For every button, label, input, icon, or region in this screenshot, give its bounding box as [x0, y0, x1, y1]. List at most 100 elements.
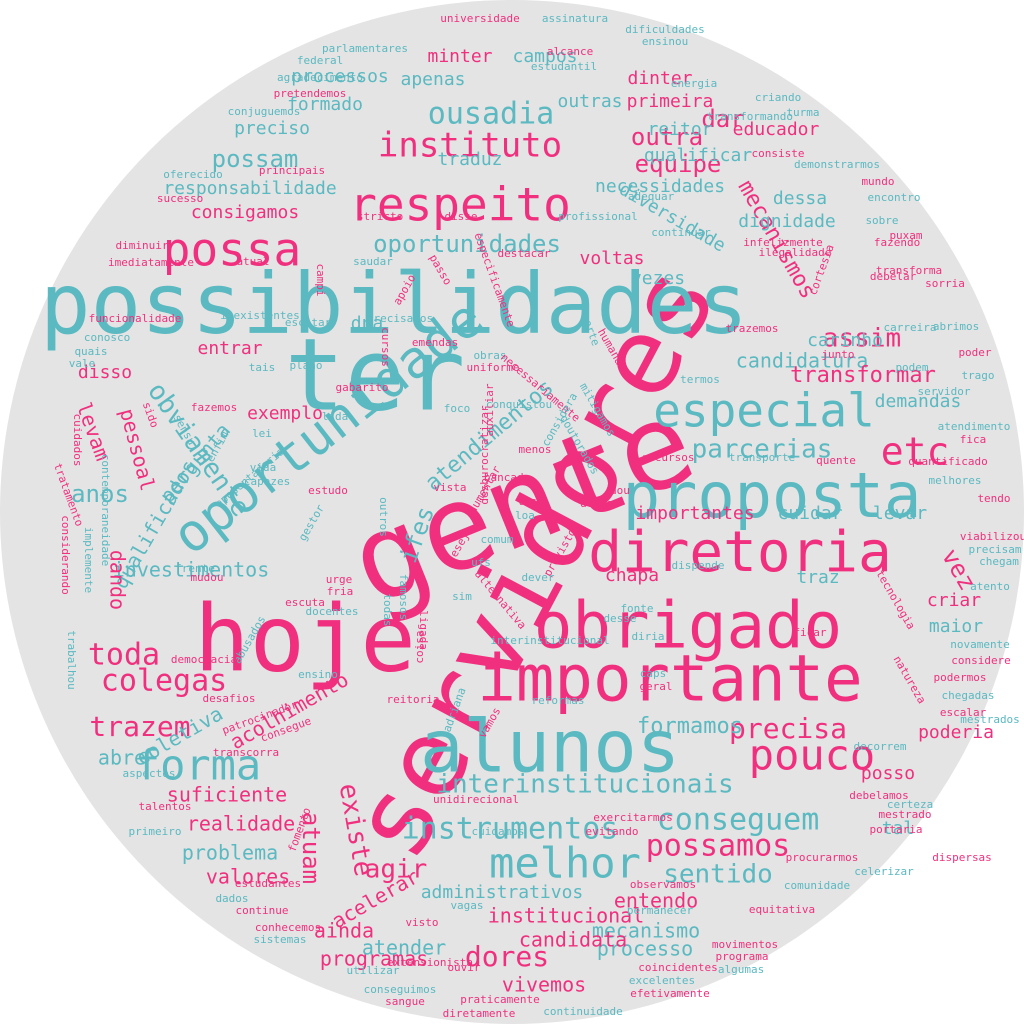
- word-traduz: traduz: [437, 149, 502, 170]
- word-geral: geral: [639, 680, 672, 693]
- word-abre: abre: [98, 746, 146, 770]
- word-campi: campi: [314, 263, 327, 296]
- word-exemplo: exemplo: [247, 403, 323, 424]
- word-formado: formado: [287, 94, 363, 115]
- word-primeira: primeira: [627, 91, 714, 112]
- word-levar: levar: [873, 503, 927, 524]
- word-interinstitucional: interinstitucional: [490, 634, 609, 647]
- word-chapa: chapa: [605, 565, 659, 586]
- word-diria: diria: [631, 630, 664, 643]
- word-chegam: chegam: [979, 555, 1019, 568]
- word-obras: obras: [473, 349, 506, 362]
- word-continue: continue: [236, 904, 289, 917]
- word-ufs: ufs: [471, 556, 491, 569]
- word-ensino: ensino: [298, 668, 338, 681]
- word-fica: fica: [960, 433, 987, 446]
- word-outros: outros: [377, 497, 390, 537]
- word-dispende: dispende: [672, 559, 725, 572]
- word-atuam: atuam: [297, 812, 325, 884]
- word-encontro: encontro: [868, 191, 921, 204]
- word-colegas: colegas: [101, 664, 227, 699]
- word-menos: menos: [518, 443, 551, 456]
- word-dores: dores: [465, 940, 549, 973]
- word-estudo: estudo: [308, 484, 348, 497]
- word-cuidar: cuidar: [777, 503, 842, 524]
- word-sobre: sobre: [865, 214, 898, 227]
- word-possamos: possamos: [646, 829, 791, 864]
- word-universidade: universidade: [440, 12, 519, 25]
- word-valores: valores: [206, 865, 290, 889]
- word-etc: etc: [881, 430, 950, 474]
- word-melhores: melhores: [929, 474, 982, 487]
- word-consiste: consiste: [752, 147, 805, 160]
- word-conosco: conosco: [84, 331, 130, 344]
- word-podermos: podermos: [934, 671, 987, 684]
- word-novamente: novamente: [950, 638, 1010, 651]
- word-suficiente: suficiente: [167, 783, 287, 807]
- word-equipe: equipe: [635, 150, 722, 178]
- word-visto: visto: [405, 916, 438, 929]
- word-possam: possam: [212, 145, 299, 173]
- word-precisam: precisam: [969, 543, 1022, 556]
- word-trazem: trazem: [89, 710, 190, 743]
- word-permanecer: permanecer: [627, 904, 694, 917]
- word-lei: lei: [252, 427, 272, 440]
- word-precisa: precisa: [729, 712, 847, 745]
- word-agradecimento: agradecimento: [277, 71, 363, 84]
- word-imediatamente: imediatamente: [108, 256, 194, 269]
- word-possa: possa: [163, 223, 301, 277]
- word-realidade: realidade: [187, 812, 295, 836]
- word-termos: termos: [680, 373, 720, 386]
- word-melhor: melhor: [489, 839, 641, 888]
- word-dever: dever: [521, 571, 554, 584]
- word-sucesso: sucesso: [157, 192, 203, 205]
- word-posso: posso: [861, 763, 915, 784]
- word-assim: assim: [823, 324, 901, 354]
- word-foco: foco: [444, 402, 471, 415]
- word-dna: dna: [351, 313, 384, 334]
- word-educador: educador: [733, 119, 820, 140]
- word-profissional: profissional: [558, 210, 637, 223]
- word-portaria: portaria: [870, 823, 923, 836]
- word-pouco: pouco: [749, 731, 875, 780]
- word-emendas: emendas: [412, 336, 458, 349]
- word-fria: fria: [327, 585, 354, 598]
- word-transforma: transforma: [876, 264, 942, 277]
- word-quente: quente: [816, 454, 856, 467]
- word-poder: poder: [958, 346, 991, 359]
- word-trazemos: trazemos: [726, 322, 779, 335]
- word-proposta: proposta: [623, 459, 922, 532]
- word-oportunidades: oportunidades: [373, 230, 561, 258]
- word-entrar: entrar: [197, 338, 262, 359]
- word-conseguem: conseguem: [657, 803, 820, 838]
- word-agir: agir: [365, 855, 428, 885]
- word-forma: forma: [135, 741, 261, 790]
- word-bancada: bancada: [484, 471, 530, 484]
- word-decorrem: decorrem: [854, 740, 907, 753]
- word-implemente: implemente: [82, 527, 95, 593]
- word-problema: problema: [182, 841, 278, 865]
- word-carreira: carreira: [884, 321, 937, 334]
- word-necessidades: necessidades: [595, 176, 725, 197]
- word-transporte: transporte: [729, 451, 795, 464]
- word-quais: quais: [74, 345, 107, 358]
- word-dispersas: dispersas: [932, 851, 992, 864]
- word-democracia: democracia: [171, 653, 237, 666]
- word-parcerias: parcerias: [692, 435, 833, 465]
- word-dou: dou: [610, 484, 630, 497]
- word-desburocratizar: desburocratizar: [478, 405, 491, 505]
- word-criar: criar: [927, 590, 981, 611]
- word-programas: programas: [320, 947, 428, 971]
- word-recursos: recursos: [642, 451, 695, 464]
- word-adequar: adequar: [628, 190, 675, 203]
- word-ensinou: ensinou: [642, 35, 688, 48]
- word-programa: programa: [716, 950, 769, 963]
- word-investimentos: investimentos: [113, 558, 270, 582]
- word-voltas: voltas: [579, 248, 644, 269]
- word-efetivamente: efetivamente: [630, 987, 709, 1000]
- word-demandas: demandas: [875, 391, 962, 412]
- word-maior: maior: [929, 616, 983, 637]
- word-apenas: apenas: [400, 69, 465, 90]
- word-loa: loa: [515, 509, 535, 522]
- word-praticamente: praticamente: [460, 993, 539, 1006]
